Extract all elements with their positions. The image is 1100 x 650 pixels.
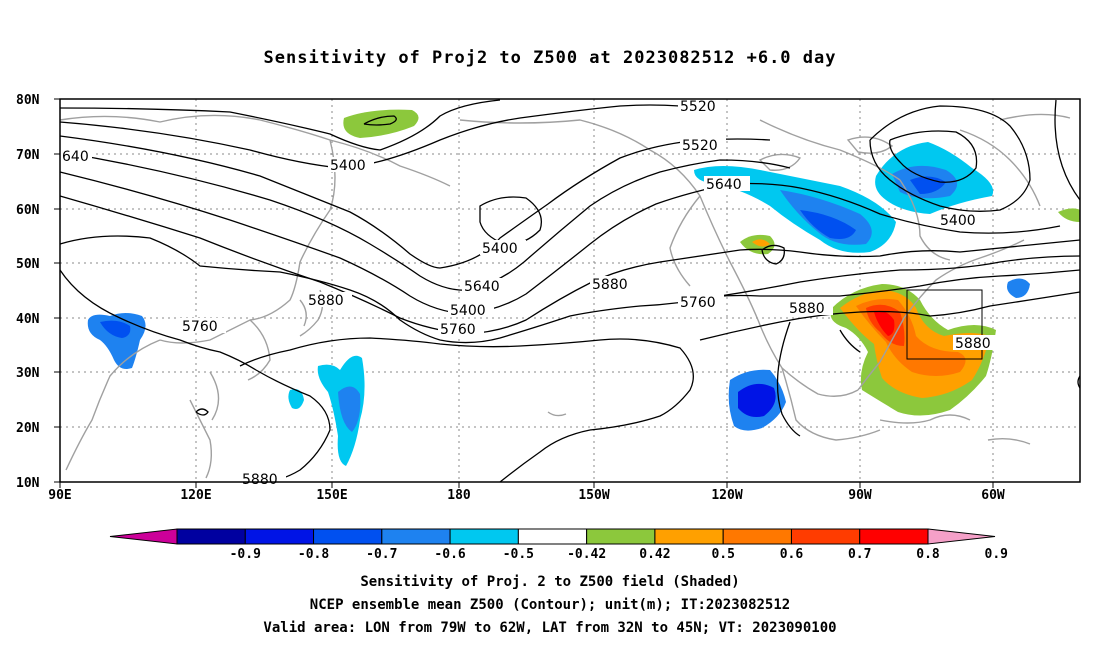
valid-area-box — [906, 289, 983, 360]
svg-text:5520: 5520 — [682, 138, 718, 154]
contour-label: 5640 — [462, 278, 508, 295]
colorbar-tick-label: 0.9 — [985, 547, 1008, 562]
latitude-labels: 80N 70N 60N 50N 40N 30N 20N 10N — [16, 93, 40, 491]
svg-text:5400: 5400 — [450, 303, 486, 319]
svg-text:5640: 5640 — [464, 279, 500, 295]
colorbar-box — [790, 528, 861, 545]
colorbar-tick-label: -0.42 — [567, 547, 606, 562]
colorbar-tick-label: -0.6 — [434, 547, 465, 562]
lon-label: 90W — [848, 488, 872, 503]
colorbar-box — [654, 528, 724, 545]
lon-label: 150E — [316, 488, 347, 503]
svg-text:5520: 5520 — [680, 99, 716, 115]
contour-label: 5760 — [438, 321, 484, 338]
svg-text:5880: 5880 — [308, 293, 344, 309]
lon-label: 120E — [180, 488, 211, 503]
contour-label: 5400 — [328, 157, 374, 174]
contour-label: 5880 — [240, 471, 286, 488]
lat-label: 20N — [16, 421, 40, 436]
footer-line-3: Valid area: LON from 79W to 62W, LAT fro… — [263, 620, 837, 636]
lon-label: 60W — [981, 488, 1005, 503]
colorbar-box — [313, 528, 383, 545]
colorbar-tick-label: -0.9 — [230, 547, 261, 562]
svg-text:5640: 5640 — [706, 177, 742, 193]
lat-label: 60N — [16, 203, 40, 218]
footer-line-2: NCEP ensemble mean Z500 (Contour); unit(… — [309, 597, 791, 613]
z500-contours — [59, 99, 1081, 483]
lat-label: 10N — [16, 476, 40, 491]
svg-text:5880: 5880 — [955, 336, 991, 352]
page-title: Sensitivity of Proj2 to Z500 at 20230825… — [263, 48, 837, 68]
lat-label: 40N — [16, 312, 40, 327]
contour-label: 5880 — [590, 276, 636, 293]
colorbar-tick-label: -0.5 — [503, 547, 534, 562]
lat-label: 30N — [16, 366, 40, 381]
contour-label: 5880 — [306, 292, 352, 309]
lon-label: 180 — [447, 488, 471, 503]
grid-lines — [60, 99, 1080, 482]
contour-label: 5520 — [680, 137, 726, 154]
sensitivity-shading — [87, 109, 1080, 466]
colorbar-box — [244, 528, 315, 545]
positive-region-1 — [343, 109, 419, 138]
svg-text:5400: 5400 — [482, 241, 518, 257]
svg-text:5760: 5760 — [440, 322, 476, 338]
colorbar-box — [586, 528, 656, 545]
contour-label: 5400 — [938, 212, 984, 229]
svg-text:5400: 5400 — [940, 213, 976, 229]
colorbar-box — [517, 528, 588, 545]
colorbar-tick-label: 0.8 — [916, 547, 940, 562]
svg-text:5760: 5760 — [680, 295, 716, 311]
contour-label: 5760 — [678, 294, 724, 311]
colorbar-box — [859, 528, 929, 545]
map-frame — [59, 98, 1081, 483]
contour-label: 640 — [60, 148, 92, 165]
lat-label: 80N — [16, 93, 40, 108]
colorbar-tick-label: -0.7 — [366, 547, 397, 562]
axis-ticks — [54, 98, 994, 488]
footer-line-1: Sensitivity of Proj. 2 to Z500 field (Sh… — [360, 574, 740, 590]
colorbar-tick-label: 0.5 — [711, 547, 734, 562]
lon-label: 120W — [711, 488, 742, 503]
colorbar-box — [176, 528, 246, 545]
lat-label: 50N — [16, 257, 40, 272]
colorbar: -0.9 -0.8 -0.7 -0.6 -0.5 -0.42 0.42 0.5 0.6 0.7 0.… — [109, 528, 1008, 562]
colorbar-tick-label: 0.7 — [848, 547, 871, 562]
contour-label: 5520 — [678, 98, 724, 115]
svg-text:640: 640 — [62, 149, 89, 165]
contour-label: 5640 — [704, 176, 750, 193]
lon-label: 150W — [578, 488, 609, 503]
coastlines — [59, 113, 1071, 479]
svg-text:5880: 5880 — [592, 277, 628, 293]
colorbar-box — [449, 528, 519, 545]
contour-label: 5400 — [480, 240, 526, 257]
svg-text:5880: 5880 — [789, 301, 825, 317]
colorbar-tick-label: 0.6 — [780, 547, 804, 562]
colorbar-tick-label: 0.42 — [639, 547, 670, 562]
negative-region-1 — [87, 313, 146, 369]
svg-text:5400: 5400 — [330, 158, 366, 174]
contour-label: 5760 — [180, 318, 226, 335]
colorbar-high-triangle — [927, 528, 996, 545]
colorbar-box — [381, 528, 451, 545]
contour-labels: 5400 5520 5520 5640 5400 5400 5640 5400 … — [60, 98, 999, 488]
svg-text:5760: 5760 — [182, 319, 218, 335]
contour-label: 5880 — [953, 335, 999, 352]
svg-text:5880: 5880 — [242, 472, 278, 488]
colorbar-tick-label: -0.8 — [298, 547, 329, 562]
lat-label: 70N — [16, 148, 40, 163]
contour-label: 5400 — [448, 302, 494, 319]
longitude-labels: 90E 120E 150E 180 150W 120W 90W 60W — [48, 488, 1005, 503]
colorbar-box — [722, 528, 792, 545]
colorbar-low-triangle — [109, 528, 178, 545]
contour-label: 5880 — [787, 300, 833, 317]
lon-label: 90E — [48, 488, 71, 503]
